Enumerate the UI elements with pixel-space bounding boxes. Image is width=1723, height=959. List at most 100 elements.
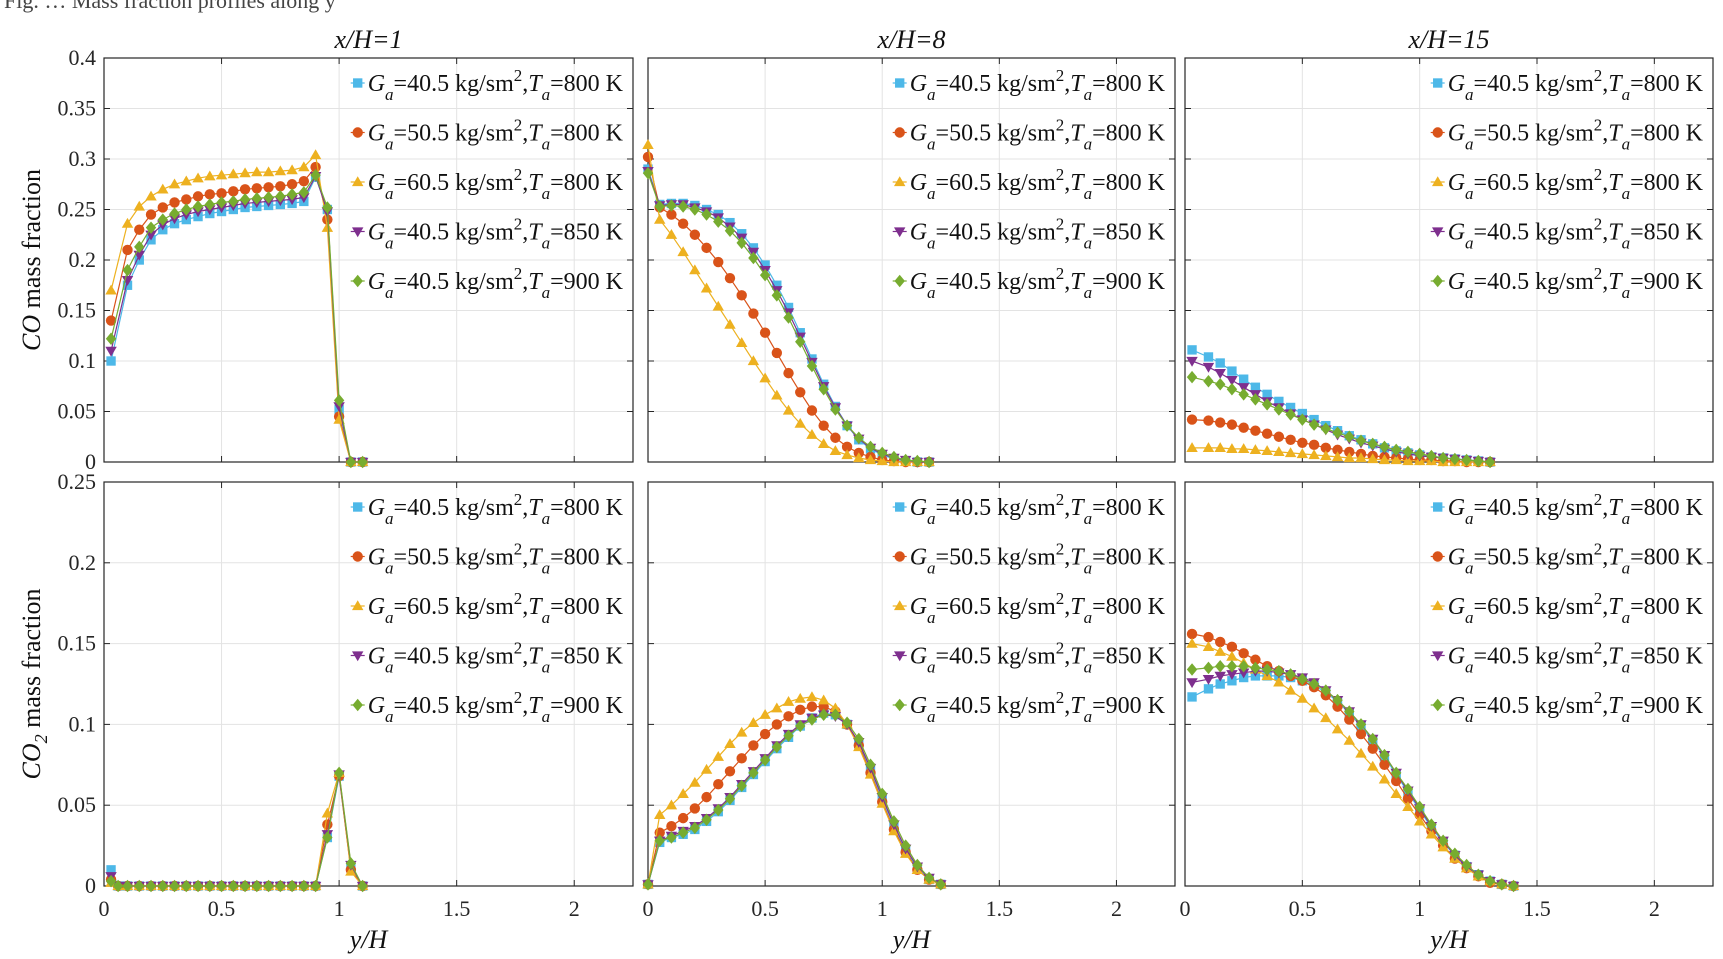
data-point (1391, 443, 1402, 457)
data-point (228, 195, 239, 208)
data-point (112, 879, 124, 893)
data-point (806, 713, 818, 726)
data-point (771, 389, 783, 400)
legend-marker (352, 698, 363, 712)
data-point (1262, 389, 1272, 400)
data-point (1202, 641, 1215, 651)
data-point (1437, 834, 1449, 847)
series-1 (1187, 671, 1519, 891)
data-point (263, 879, 274, 893)
legend-item: Ga=40.5 kg/sm2,Ta=800 K (350, 66, 624, 104)
data-point (1367, 453, 1379, 464)
data-point (1425, 828, 1438, 839)
data-point (157, 202, 168, 213)
x-axis-label: y/H (347, 925, 389, 954)
y-label-species: CO (17, 315, 46, 351)
y-tick-label: 0.05 (58, 399, 97, 424)
data-point (1332, 444, 1343, 456)
data-point (322, 201, 333, 214)
legend-marker (1432, 127, 1443, 138)
legend-item: Ga=40.5 kg/sm2,Ta=900 K (892, 688, 1166, 726)
legend-item: Ga=60.5 kg/sm2,Ta=800 K (892, 165, 1166, 203)
data-point (105, 315, 117, 326)
data-point (1320, 442, 1332, 454)
legend-marker (893, 600, 906, 611)
data-point (1186, 356, 1198, 367)
data-point (1296, 692, 1309, 703)
data-point (794, 417, 806, 428)
data-point (677, 246, 689, 257)
data-point (1186, 414, 1198, 425)
data-point (841, 716, 853, 730)
legend-label: Ga=40.5 kg/sm2,Ta=850 K (368, 215, 624, 253)
data-point (1273, 431, 1285, 442)
legend-label: Ga=40.5 kg/sm2,Ta=900 K (1448, 264, 1704, 302)
data-point (783, 302, 794, 313)
data-point (122, 244, 133, 256)
data-point (1238, 374, 1249, 384)
series-5 (1186, 659, 1519, 893)
data-point (1203, 374, 1214, 388)
legend-label: Ga=40.5 kg/sm2,Ta=850 K (1448, 639, 1704, 677)
data-point (204, 170, 216, 181)
data-point (735, 337, 748, 347)
data-point (935, 878, 946, 891)
data-point (712, 751, 724, 761)
data-point (169, 207, 180, 220)
data-point (1308, 418, 1320, 431)
legend-marker (1433, 78, 1443, 88)
legend-marker (351, 651, 364, 662)
data-point (321, 221, 334, 232)
data-point (1238, 648, 1249, 659)
data-point (1391, 766, 1402, 780)
data-point (310, 168, 321, 182)
data-point (216, 879, 227, 893)
series-line (647, 714, 942, 885)
data-point (748, 308, 759, 319)
data-point (1461, 453, 1472, 467)
data-point (1250, 661, 1261, 675)
data-point (1249, 444, 1262, 455)
data-point (1284, 447, 1297, 458)
legend-item: Ga=50.5 kg/sm2,Ta=800 K (350, 540, 624, 578)
data-point (1344, 714, 1355, 725)
data-point (1343, 452, 1355, 463)
data-point (748, 251, 759, 265)
data-point (1226, 376, 1238, 386)
legend: Ga=40.5 kg/sm2,Ta=800 K Ga=50.5 kg/sm2,Ta… (892, 66, 1166, 302)
data-point (747, 355, 760, 366)
legend-marker (1431, 600, 1444, 611)
data-point (1320, 684, 1331, 697)
data-point (1320, 422, 1331, 435)
y-tick-label: 0.1 (69, 348, 97, 373)
data-point (1203, 631, 1214, 643)
legend-item: Ga=40.5 kg/sm2,Ta=800 K (892, 66, 1166, 104)
data-point (298, 176, 310, 187)
legend-item: Ga=60.5 kg/sm2,Ta=800 K (350, 589, 624, 627)
data-point (1226, 419, 1238, 430)
data-point (157, 879, 168, 893)
data-point (1367, 743, 1378, 754)
x-tick-label: 0.5 (751, 896, 779, 921)
data-point (1186, 663, 1198, 676)
legend-item: Ga=40.5 kg/sm2,Ta=850 K (350, 639, 624, 677)
data-point (806, 405, 818, 416)
data-point (923, 871, 935, 885)
data-point (736, 236, 747, 250)
data-point (157, 183, 169, 194)
data-point (759, 728, 771, 740)
legend-label: Ga=60.5 kg/sm2,Ta=800 K (368, 165, 624, 203)
data-point (192, 200, 204, 213)
x-axis-label: y/H (1427, 925, 1469, 954)
legend-marker (1432, 274, 1443, 288)
data-point (1378, 454, 1391, 465)
data-point (134, 879, 145, 893)
data-point (1331, 451, 1344, 462)
data-point (333, 766, 345, 780)
data-point (782, 696, 795, 706)
y-tick-label: 0.15 (58, 298, 97, 323)
legend-label: Ga=40.5 kg/sm2,Ta=850 K (910, 215, 1166, 253)
data-point (239, 167, 251, 178)
